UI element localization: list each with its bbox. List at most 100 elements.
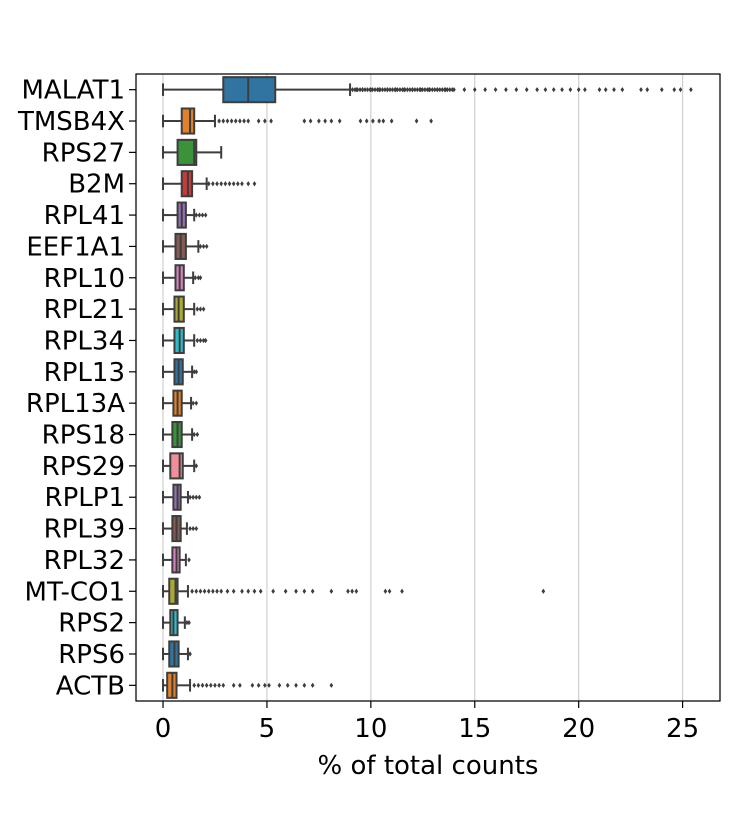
- outlier-point: [202, 588, 207, 594]
- outlier-point: [504, 87, 508, 93]
- outlier-point: [194, 400, 199, 406]
- outlier-point: [215, 181, 219, 187]
- outlier-point: [200, 212, 205, 218]
- outlier-point: [198, 306, 203, 312]
- outlier-point: [371, 118, 375, 124]
- outlier-point: [201, 337, 206, 344]
- outlier-point: [612, 87, 616, 93]
- outlier-point: [211, 588, 215, 594]
- outlier-point: [200, 682, 205, 688]
- outlier-point: [524, 87, 529, 93]
- outlier-point: [346, 588, 350, 594]
- outlier-point: [193, 275, 198, 281]
- outlier-point: [390, 87, 395, 93]
- box-iqr: [168, 577, 179, 605]
- y-tick-label-rps6: RPS6: [58, 640, 125, 670]
- box-b2m: [162, 170, 257, 198]
- box-iqr: [176, 138, 198, 166]
- outlier-point: [225, 118, 230, 124]
- outlier-point: [440, 87, 445, 93]
- outlier-point: [204, 243, 209, 250]
- outlier-point: [354, 87, 359, 93]
- y-tick-label-rps2: RPS2: [58, 609, 125, 639]
- y-tick-label-rpl34: RPL34: [44, 326, 125, 356]
- outlier-point: [329, 118, 334, 124]
- outlier-point: [483, 87, 487, 93]
- outlier-point: [415, 87, 420, 93]
- box-rps2: [162, 609, 191, 637]
- outlier-point: [198, 337, 203, 344]
- outlier-point: [369, 87, 373, 93]
- outlier-point: [429, 118, 433, 124]
- outlier-point: [423, 87, 427, 93]
- outlier-point: [231, 682, 236, 688]
- outlier-point: [639, 87, 643, 93]
- outlier-point: [187, 557, 191, 563]
- outlier-point: [452, 87, 456, 93]
- outlier-point: [238, 682, 242, 688]
- outlier-point: [308, 118, 313, 124]
- outlier-point: [620, 87, 625, 93]
- outlier-point: [195, 337, 200, 344]
- outlier-point: [215, 588, 219, 594]
- outlier-point: [194, 212, 199, 218]
- outlier-point: [535, 87, 539, 93]
- outlier-point: [383, 87, 387, 93]
- box-iqr: [169, 452, 184, 480]
- box-rps6: [162, 640, 192, 668]
- outlier-point: [462, 87, 467, 93]
- outlier-point: [198, 588, 203, 594]
- outlier-point: [438, 87, 442, 93]
- y-tick-label-rplp1: RPLP1: [45, 483, 125, 513]
- outlier-point: [204, 682, 209, 688]
- outlier-point: [350, 588, 354, 594]
- y-tick-label-rpl41: RPL41: [44, 201, 125, 231]
- outlier-point: [252, 181, 257, 187]
- outlier-point: [252, 588, 257, 594]
- outlier-point: [194, 463, 199, 469]
- x-tick-label-25: 25: [666, 714, 699, 744]
- box-rpl39: [162, 515, 199, 543]
- x-tick-label-20: 20: [562, 714, 595, 744]
- box-rps18: [162, 420, 200, 449]
- y-tick-label-rpl39: RPL39: [44, 515, 125, 545]
- x-tick-label-5: 5: [259, 714, 276, 744]
- outlier-point: [337, 118, 342, 124]
- outlier-point: [196, 682, 201, 688]
- outlier-point: [256, 118, 261, 124]
- box-eef1a1: [162, 232, 209, 260]
- outlier-point: [196, 275, 201, 281]
- box-rpl13: [162, 358, 199, 386]
- outlier-point: [443, 87, 448, 93]
- outlier-point: [568, 87, 573, 93]
- outlier-point: [672, 87, 677, 93]
- outlier-point: [493, 87, 498, 93]
- x-tick-label-15: 15: [458, 714, 491, 744]
- outlier-point: [514, 87, 519, 93]
- outlier-point: [583, 87, 587, 93]
- outlier-point: [597, 87, 602, 93]
- outlier-point: [217, 118, 221, 124]
- outlier-point: [263, 682, 267, 688]
- outlier-point: [400, 588, 404, 594]
- outlier-point: [236, 181, 240, 187]
- y-tick-label-rpl32: RPL32: [44, 546, 125, 576]
- outlier-point: [221, 118, 226, 124]
- y-tick-label-malat1: MALAT1: [22, 76, 126, 106]
- y-tick-label-mt-co1: MT-CO1: [25, 577, 125, 607]
- outlier-point: [187, 620, 191, 626]
- outlier-point: [430, 87, 435, 93]
- outlier-point: [271, 588, 275, 594]
- outlier-point: [659, 87, 664, 93]
- outlier-point: [365, 87, 370, 93]
- outlier-point: [277, 682, 282, 688]
- outlier-point: [354, 588, 359, 594]
- outlier-point: [645, 87, 650, 93]
- outlier-point: [543, 87, 548, 93]
- outlier-point: [213, 682, 217, 688]
- outlier-point: [329, 682, 334, 688]
- outlier-point: [219, 588, 224, 594]
- outlier-point: [191, 400, 195, 406]
- box-malat1: [162, 76, 693, 104]
- box-rpl10: [162, 264, 203, 292]
